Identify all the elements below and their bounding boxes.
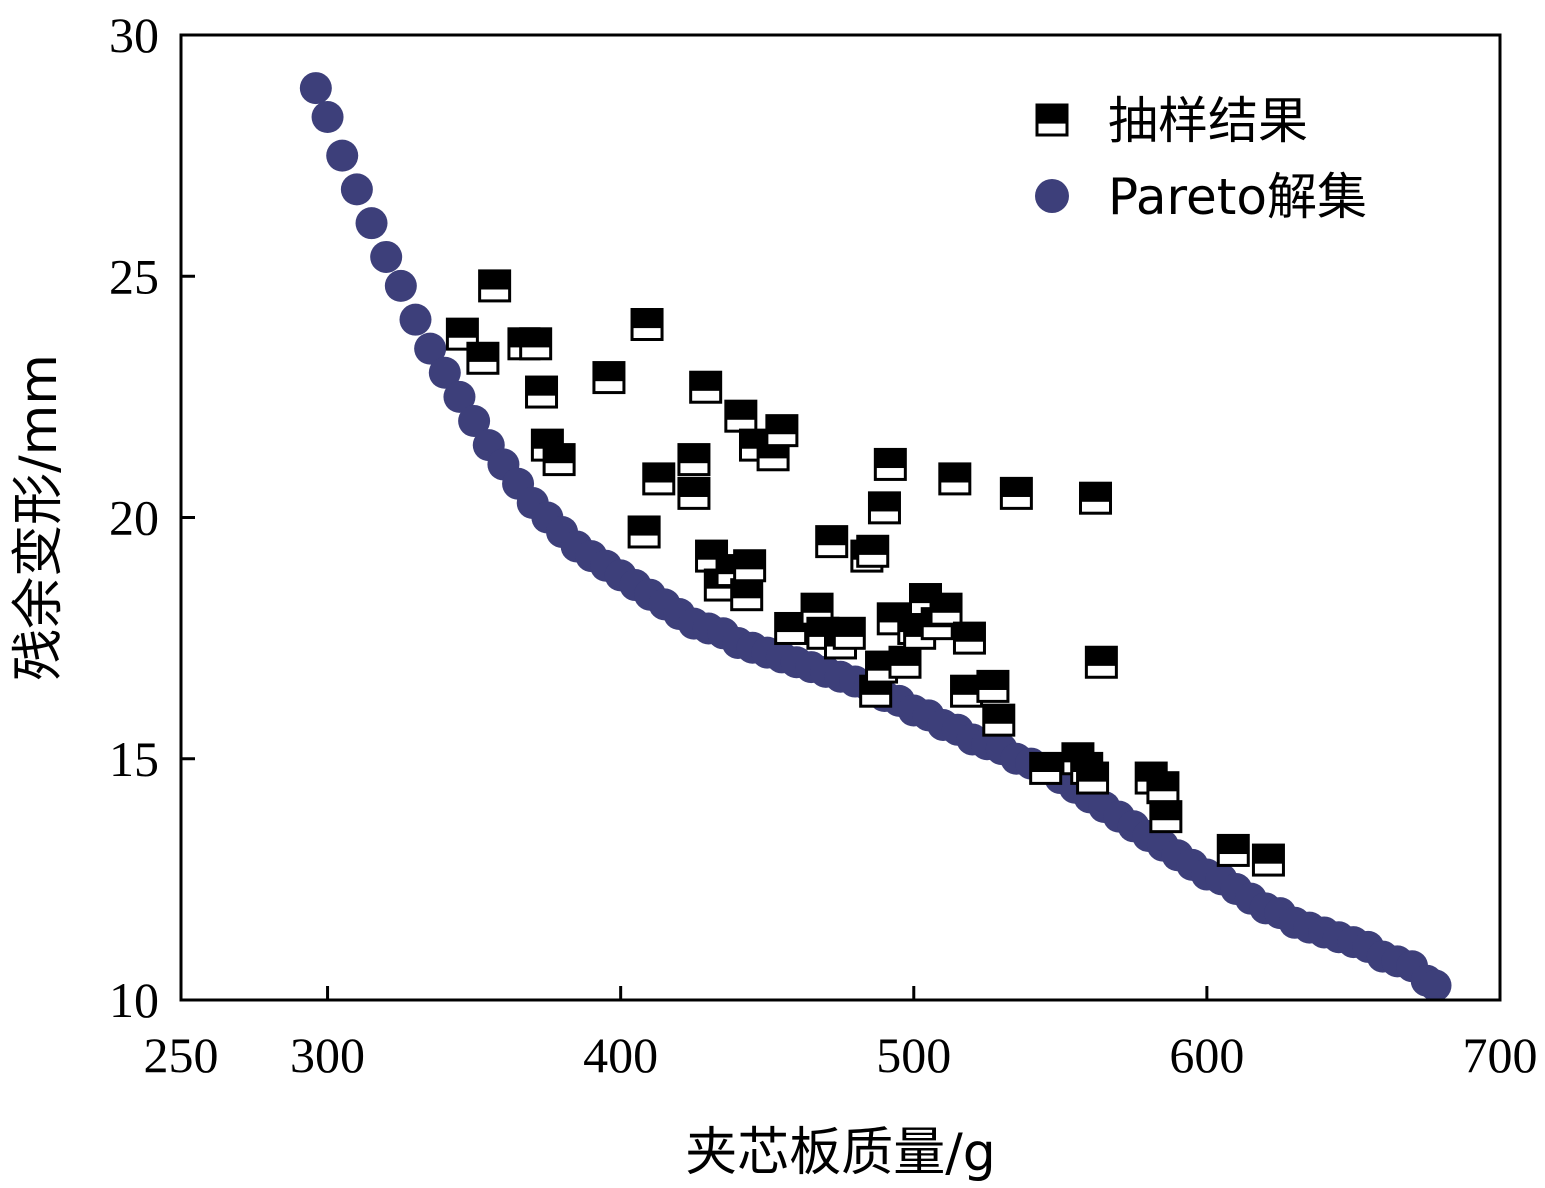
pareto-point <box>1419 969 1452 1002</box>
pareto-point <box>458 405 491 437</box>
sample-point <box>1076 761 1110 795</box>
y-tick-label: 30 <box>109 7 159 63</box>
pareto-point <box>299 72 332 105</box>
sample-point <box>952 621 986 655</box>
pareto-point <box>384 269 417 302</box>
sample-point <box>856 534 890 568</box>
sample-point <box>1149 800 1183 834</box>
pareto-point <box>414 332 447 365</box>
x-tick-label: 250 <box>144 1027 219 1083</box>
sample-point <box>466 341 500 375</box>
x-tick-label: 500 <box>876 1027 951 1083</box>
sample-point <box>525 375 559 409</box>
sample-point <box>1029 751 1063 785</box>
sample-point <box>677 443 711 477</box>
sample-point <box>888 645 922 679</box>
pareto-point <box>399 303 432 336</box>
x-axis: 250 300 400 500 600 700 <box>144 986 1538 1083</box>
sample-point <box>832 616 866 650</box>
x-tick-label: 700 <box>1463 1027 1538 1083</box>
pareto-point <box>370 240 403 273</box>
legend-label-sample: 抽样结果 <box>1108 92 1308 150</box>
x-tick-label: 300 <box>290 1027 365 1083</box>
sample-point <box>627 515 661 549</box>
pareto-point <box>355 207 388 240</box>
sample-series <box>445 269 1285 877</box>
sample-point <box>1216 833 1250 867</box>
sample-point <box>982 703 1016 737</box>
pareto-point <box>443 380 476 413</box>
sample-point <box>724 399 758 433</box>
sample-point <box>815 525 849 559</box>
x-tick-label: 600 <box>1169 1027 1244 1083</box>
pareto-point <box>326 139 359 172</box>
sample-point <box>730 578 764 612</box>
sample-point <box>733 549 767 583</box>
x-tick-label: 400 <box>583 1027 658 1083</box>
sample-point <box>642 462 676 496</box>
sample-point <box>867 491 901 525</box>
legend-marker-sample <box>1035 103 1069 137</box>
sample-point <box>938 462 972 496</box>
sample-point <box>519 327 553 361</box>
sample-point <box>677 476 711 510</box>
legend: 抽样结果 Pareto解集 <box>1035 92 1367 226</box>
y-tick-label: 15 <box>109 731 159 787</box>
legend-marker-pareto <box>1035 179 1069 213</box>
sample-point <box>929 592 963 626</box>
y-tick-label: 20 <box>109 490 159 546</box>
sample-point <box>542 443 576 477</box>
legend-label-pareto: Pareto解集 <box>1108 168 1367 226</box>
pareto-point <box>428 356 461 389</box>
y-tick-label: 25 <box>109 248 159 304</box>
legend-square <box>1035 103 1069 137</box>
y-tick-label: 10 <box>109 972 159 1028</box>
sample-point <box>478 269 512 303</box>
sample-point <box>592 361 626 395</box>
sample-point <box>1079 481 1113 515</box>
sample-point <box>1146 771 1180 805</box>
sample-point <box>630 308 664 341</box>
sample-point <box>999 476 1033 510</box>
y-axis-title: 残余变形/mm <box>9 354 69 681</box>
sample-point <box>689 370 723 404</box>
x-axis-title: 夹芯板质量/g <box>685 1123 996 1183</box>
sample-point <box>1084 645 1118 679</box>
pareto-point <box>340 173 373 206</box>
sample-point <box>765 414 799 448</box>
sample-point <box>774 611 808 645</box>
y-axis: 10 15 20 25 30 <box>109 7 195 1028</box>
sample-point <box>1251 843 1285 877</box>
pareto-point <box>311 101 344 134</box>
sample-point <box>873 447 907 481</box>
sample-point <box>976 669 1010 703</box>
pareto-series <box>299 72 1452 1002</box>
